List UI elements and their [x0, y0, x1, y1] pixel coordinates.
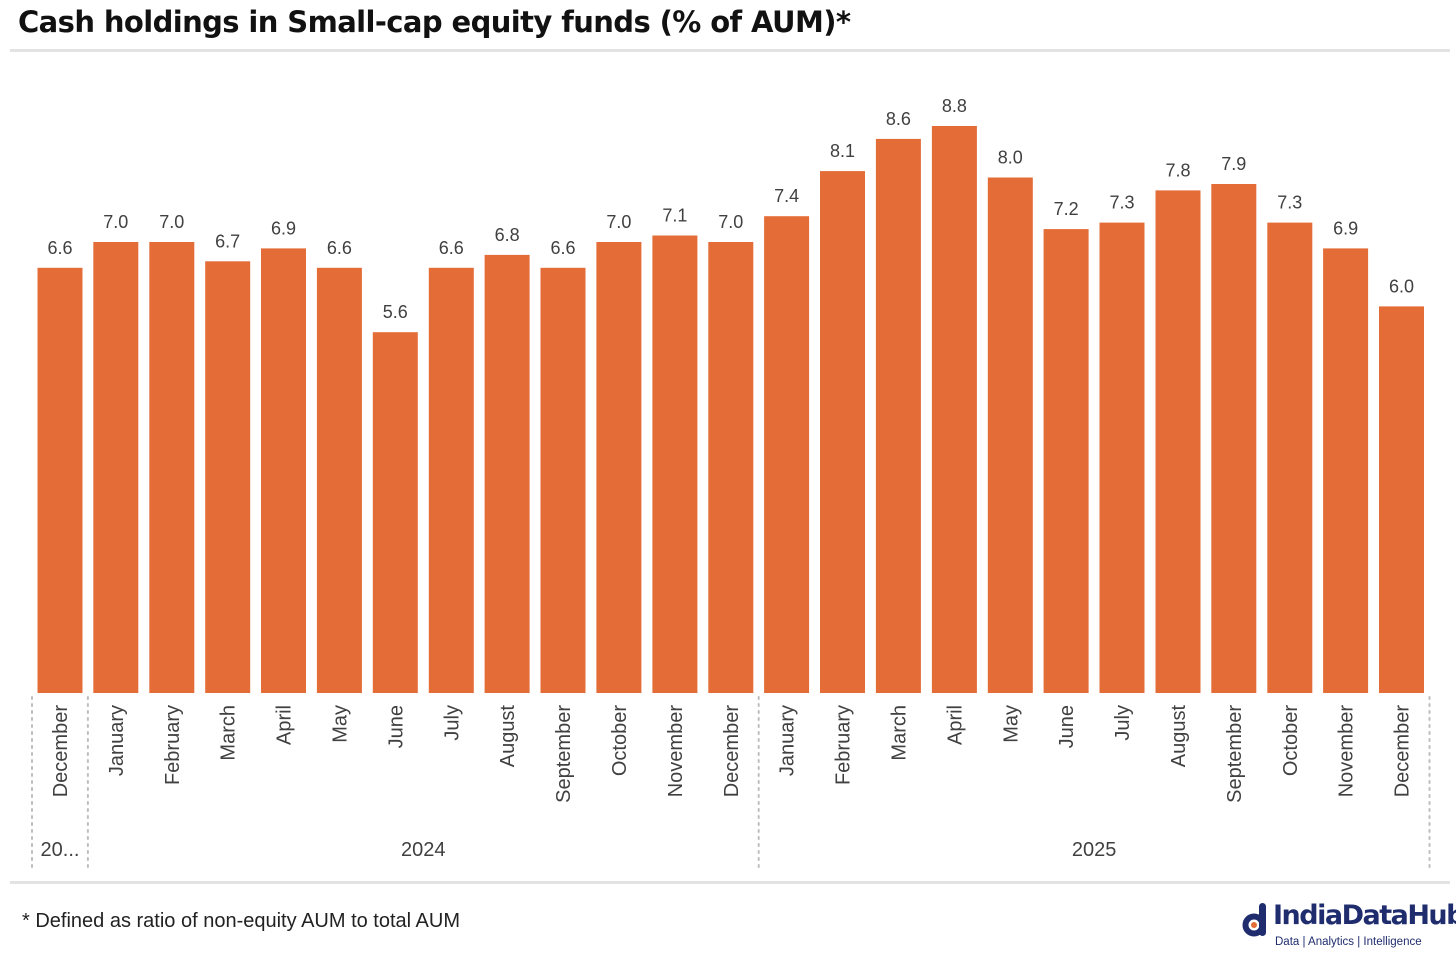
bar	[652, 235, 698, 693]
bar	[149, 242, 195, 693]
bar	[372, 332, 418, 693]
tick-label: April	[944, 705, 966, 745]
tick-label: October	[609, 705, 631, 776]
tick-label: August	[497, 705, 519, 768]
data-label: 7.0	[159, 212, 184, 232]
bar	[708, 242, 754, 693]
data-label: 6.6	[550, 238, 575, 258]
data-label: 6.9	[1333, 218, 1358, 238]
data-label: 5.6	[383, 302, 408, 322]
bar	[316, 267, 362, 693]
footnote: * Defined as ratio of non-equity AUM to …	[22, 910, 460, 932]
bar	[484, 254, 530, 693]
tick-label: September	[1224, 705, 1246, 803]
chart-title: Cash holdings in Small-cap equity funds …	[18, 5, 851, 39]
tick-label: November	[1336, 705, 1358, 798]
data-label: 7.0	[718, 212, 743, 232]
bar	[987, 177, 1033, 693]
tick-label: May	[329, 705, 351, 743]
bar	[596, 242, 642, 693]
bar	[205, 261, 251, 693]
bar	[764, 216, 810, 693]
tick-label: April	[274, 705, 296, 745]
brand-logo: IndiaDataHub Data | Analytics | Intellig…	[1242, 898, 1456, 954]
bar	[1211, 184, 1257, 693]
data-label: 6.6	[327, 238, 352, 258]
tick-label: May	[1000, 705, 1022, 743]
bar-chart: 6.6 7.0 7.0 6.7 6.9 6.6 5.6 6.6 6.8 6.6 7.0 7.1 7.0 7…	[31, 96, 1431, 871]
brand-tagline: Data | Analytics | Intelligence	[1275, 936, 1422, 948]
tick-label: June	[1056, 705, 1078, 748]
tick-label: February	[833, 705, 855, 785]
tick-label: July	[441, 705, 463, 741]
tick-label: March	[888, 705, 910, 761]
data-label: 7.9	[1221, 154, 1246, 174]
bar	[931, 126, 977, 693]
data-label: 8.6	[886, 109, 911, 129]
bar	[37, 267, 83, 693]
tick-label: September	[553, 705, 575, 803]
data-label: 7.3	[1109, 193, 1134, 213]
bar	[1267, 222, 1313, 693]
tick-label: December	[1392, 705, 1414, 798]
bottom-divider	[10, 881, 1450, 884]
bar	[540, 267, 586, 693]
bar	[93, 242, 139, 693]
bar	[1099, 222, 1145, 693]
data-label: 8.0	[998, 148, 1023, 168]
bar	[1323, 248, 1369, 693]
tick-label: June	[385, 705, 407, 748]
data-label: 8.1	[830, 141, 855, 161]
year-label: 2024	[401, 839, 446, 861]
bar	[820, 171, 865, 694]
tick-label: August	[1168, 705, 1190, 768]
tick-label: November	[665, 705, 687, 798]
data-label: 6.6	[47, 238, 72, 258]
tick-label: December	[721, 705, 743, 798]
data-label: 7.8	[1165, 160, 1190, 180]
data-label: 7.4	[774, 186, 799, 206]
bar	[1155, 190, 1201, 693]
tick-label: October	[1280, 705, 1302, 776]
tick-label: July	[1112, 705, 1134, 741]
data-label: 6.9	[271, 218, 296, 238]
brand-name: IndiaDataHub	[1273, 900, 1456, 931]
data-label: 6.6	[439, 238, 464, 258]
tick-label: March	[218, 705, 240, 761]
data-label: 6.8	[495, 225, 520, 245]
year-label: 2025	[1072, 839, 1117, 861]
bar	[875, 138, 921, 693]
brand-logo-icon	[1242, 903, 1266, 937]
year-label: 20...	[41, 839, 80, 861]
bar	[1379, 306, 1424, 693]
tick-label: January	[106, 705, 128, 776]
data-label: 7.0	[606, 212, 631, 232]
data-label: 7.1	[662, 206, 687, 226]
data-label: 7.0	[103, 212, 128, 232]
tick-label: December	[50, 705, 72, 798]
data-label: 7.3	[1277, 193, 1302, 213]
data-label: 8.8	[942, 96, 967, 116]
data-label: 6.0	[1389, 276, 1414, 296]
tick-label: January	[777, 705, 799, 776]
bar	[261, 248, 306, 693]
data-label: 7.2	[1054, 199, 1079, 219]
tick-label: February	[162, 705, 184, 785]
top-divider	[10, 49, 1450, 52]
data-label: 6.7	[215, 231, 240, 251]
bar	[428, 267, 474, 693]
bar	[1043, 229, 1089, 693]
